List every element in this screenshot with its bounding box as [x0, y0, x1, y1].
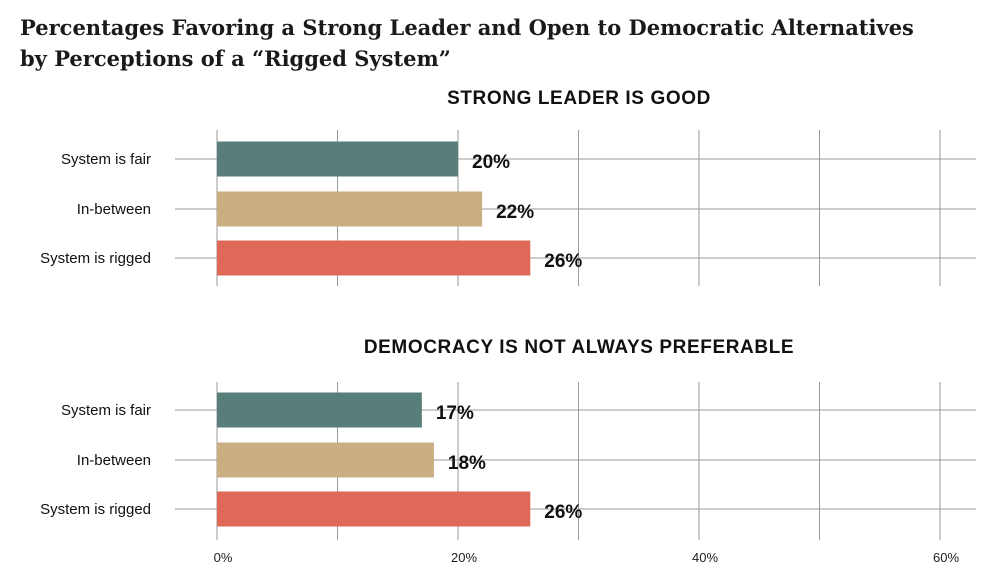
panel-subtitle: STRONG LEADER IS GOOD [447, 88, 711, 109]
value-label-system-fair: 17% [436, 403, 474, 424]
category-label-in-between: In-between [77, 201, 151, 218]
value-label-system-fair: 20% [472, 152, 510, 173]
chart-panel-2: DEMOCRACY IS NOT ALWAYS PREFERABLE System… [40, 337, 977, 565]
x-tick-label: 20% [451, 550, 477, 565]
value-label-system-rigged: 26% [544, 502, 582, 523]
chart-panel-1: STRONG LEADER IS GOOD System is fair 20% In… [40, 88, 977, 286]
category-label-system-rigged: System is rigged [40, 250, 151, 267]
bar-in-between [217, 191, 483, 227]
x-tick-label: 60% [933, 550, 959, 565]
chart-title-line-1: Percentages Favoring a Strong Leader and… [20, 15, 914, 40]
category-label-system-fair: System is fair [61, 151, 151, 168]
value-label-in-between: 22% [496, 202, 534, 223]
chart-title: Percentages Favoring a Strong Leader and… [20, 12, 914, 74]
bar-system-fair [217, 392, 422, 428]
category-label-system-rigged: System is rigged [40, 501, 151, 518]
category-label-in-between: In-between [77, 452, 151, 469]
bar-system-rigged [217, 240, 531, 276]
category-label-system-fair: System is fair [61, 402, 151, 419]
chart-title-line-2: by Perceptions of a “Rigged System” [20, 46, 451, 71]
value-label-in-between: 18% [448, 453, 486, 474]
bar-system-rigged [217, 491, 531, 527]
bar-in-between [217, 442, 434, 478]
panel-subtitle: DEMOCRACY IS NOT ALWAYS PREFERABLE [364, 337, 794, 358]
x-tick-label: 40% [692, 550, 718, 565]
value-label-system-rigged: 26% [544, 251, 582, 272]
bar-system-fair [217, 141, 458, 177]
x-tick-label: 0% [214, 550, 233, 565]
